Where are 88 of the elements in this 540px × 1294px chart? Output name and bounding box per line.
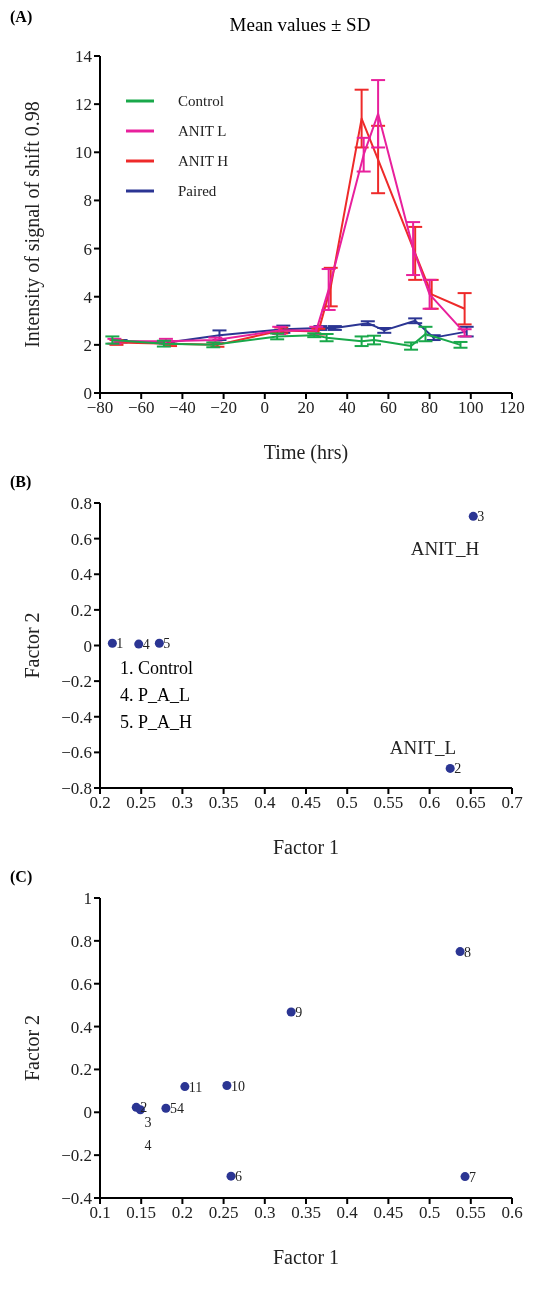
y-tick-label: 0.2 [70,600,92,620]
annotation: 4 [142,637,150,653]
x-tick-label: 0.5 [336,793,358,813]
annotation: ANIT_H [410,537,480,559]
x-tick-label: 0.5 [418,1203,441,1223]
x-tick-label: 0.35 [291,1203,321,1223]
annotation: 8 [464,944,472,960]
y-tick-label: 0.8 [70,494,92,514]
y-tick-label: 1 [83,889,92,909]
y-tick-label: −0.2 [61,1146,92,1166]
y-tick-label: 0.2 [70,1060,92,1080]
y-tick-label: 0.6 [70,974,92,994]
y-tick-label: 0.6 [70,529,92,549]
y-tick-label: 4 [83,287,93,307]
annotation: 11 [188,1079,203,1095]
x-axis-title: Factor 1 [272,836,340,858]
x-tick-label: 0.15 [126,1203,157,1223]
annotation: 3 [477,509,485,525]
y-axis-title: Factor 2 [21,612,44,679]
x-tick-label: −40 [169,398,196,418]
y-tick-label: 0.4 [70,1017,93,1037]
annotation: 1 [116,636,124,652]
x-tick-label: 0.55 [373,793,404,813]
y-tick-label: 12 [75,95,92,115]
x-tick-label: 60 [379,398,397,418]
x-tick-label: 0.2 [171,1203,194,1223]
y-tick-label: 14 [75,47,93,67]
x-tick-label: 0 [260,398,270,418]
x-tick-label: 100 [458,398,484,418]
annotation: 10 [230,1078,245,1094]
annotation: 6 [235,1169,243,1185]
x-tick-label: 0.7 [501,793,524,813]
annotation: 2 [140,1100,148,1116]
x-tick-label: 0.25 [208,1203,239,1223]
text: (B) [10,473,32,491]
x-tick-label: 40 [338,398,356,418]
y-tick-label: −0.2 [61,672,92,692]
y-tick-label: −0.8 [61,779,92,799]
annotation: 9 [295,1005,303,1020]
annotation: ANIT_L [389,737,457,759]
x-tick-label: 0.3 [254,1203,276,1223]
x-tick-label: 0.45 [373,1203,404,1223]
legend-label: ANIT H [178,152,229,171]
x-tick-label: 20 [297,398,315,418]
x-axis-title: Factor 1 [272,1246,340,1268]
x-tick-label: 0.35 [208,793,239,813]
y-tick-label: 0.8 [70,931,92,951]
x-tick-label: 0.6 [418,793,441,813]
x-axis-title: Time (hrs) [263,441,349,464]
y-tick-label: −0.4 [61,707,93,727]
x-tick-label: 80 [421,398,439,418]
x-tick-label: 0.45 [291,793,321,813]
y-tick-label: 2 [83,335,92,355]
y-tick-label: 6 [83,239,92,259]
legend-label: Control [178,92,224,111]
text: (C) [10,868,33,886]
y-tick-label: −0.6 [61,743,92,763]
x-tick-label: 0.25 [126,793,157,813]
annotation: 5. P_A_H [120,711,193,734]
x-tick-label: 0.1 [89,1203,111,1223]
legend-label: ANIT L [178,122,227,141]
x-tick-label: 0.55 [455,1203,486,1223]
x-tick-label: −20 [210,398,237,418]
chart-title: Mean values ± SD [228,14,372,36]
annotation: 7 [469,1169,477,1185]
x-tick-label: 0.65 [455,793,486,813]
x-tick-label: 0.6 [501,1203,523,1223]
y-axis-title: Factor 2 [21,1014,44,1082]
legend-label: Paired [178,182,217,201]
x-tick-label: 0.4 [336,1203,359,1223]
y-tick-label: 0.4 [70,565,93,585]
x-tick-label: 0.3 [171,793,194,813]
annotation: 3 [144,1114,152,1130]
annotation: 1. Control [120,657,194,680]
x-tick-label: −60 [127,398,155,418]
annotation: 5 [163,636,171,652]
y-axis-title: Intensity of signal of shift 0.98 [21,101,45,348]
x-tick-label: 0.4 [254,793,276,813]
x-tick-label: 120 [499,398,525,418]
y-tick-label: 0 [83,1103,92,1123]
y-tick-label: 8 [83,191,92,211]
y-tick-label: 0 [83,636,92,656]
text: (A) [10,8,33,26]
annotation: 4 [144,1138,152,1154]
annotation: 2 [454,761,462,777]
annotation: 54 [169,1101,184,1117]
annotation: 4. P_A_L [120,684,191,707]
y-tick-label: 10 [75,143,92,163]
